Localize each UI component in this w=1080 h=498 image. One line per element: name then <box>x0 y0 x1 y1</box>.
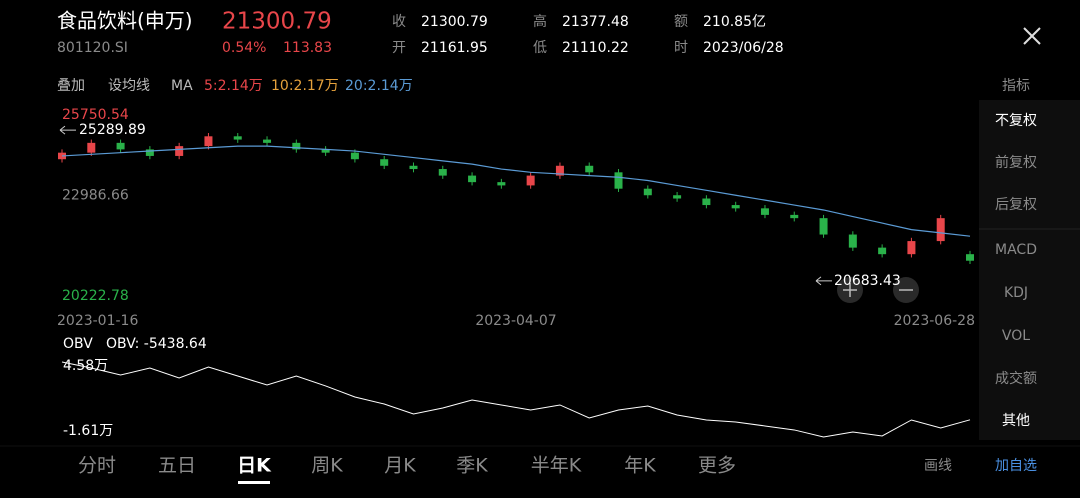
candle-body <box>321 149 330 153</box>
candle-body <box>585 165 594 173</box>
x-label: 2023-04-07 <box>475 313 556 329</box>
candle-body <box>468 175 477 183</box>
candle-body <box>555 165 564 176</box>
candle-body <box>848 234 857 248</box>
y-tick-label: 20222.78 <box>62 288 129 304</box>
tab[interactable]: 分时 <box>78 455 116 477</box>
side-item[interactable]: 不复权 <box>995 112 1037 129</box>
set-ma-button[interactable]: 设均线 <box>108 78 150 94</box>
arrow <box>815 276 832 286</box>
title: 食品饮料(申万) <box>57 9 193 33</box>
candle-body <box>175 146 184 156</box>
candle-body <box>936 218 945 242</box>
candle-body <box>350 152 359 160</box>
side-header: 指标 <box>1002 78 1030 94</box>
candle-body <box>760 208 769 215</box>
side-item[interactable]: 其他 <box>1002 413 1030 429</box>
ma-label: MA <box>171 78 193 94</box>
obv-tick-label: 4.58万 <box>63 358 108 374</box>
side-item[interactable]: VOL <box>1002 328 1030 344</box>
ma20-line <box>61 145 971 237</box>
x-label: 2023-01-16 <box>57 313 138 329</box>
obv-title: OBV <box>63 336 93 352</box>
tab[interactable]: 季K <box>456 455 488 477</box>
side-item[interactable]: 成交额 <box>995 370 1037 387</box>
max-label: 25289.89 <box>79 122 146 138</box>
stat-value: 210.85亿 <box>703 14 766 30</box>
stat-label: 额 <box>674 14 688 30</box>
candle-body <box>966 254 974 261</box>
zoom-in[interactable] <box>837 277 863 303</box>
candle-body <box>233 136 242 140</box>
candle-body <box>643 188 652 196</box>
y-tick-label: 22986.66 <box>62 188 129 204</box>
candle-body <box>819 218 828 235</box>
stat-value: 21161.95 <box>421 40 488 56</box>
candle-body <box>878 247 887 255</box>
stat-label: 低 <box>533 40 547 56</box>
stat-label: 高 <box>533 13 547 30</box>
obv-current: OBV: -5438.64 <box>106 336 207 352</box>
tab[interactable]: 月K <box>384 455 416 477</box>
candle-body <box>790 214 799 219</box>
side-panel <box>979 100 1080 440</box>
tab[interactable]: 周K <box>311 455 343 477</box>
candle-body <box>87 142 96 153</box>
candle-body <box>380 159 389 166</box>
side-item[interactable]: KDJ <box>1004 285 1028 301</box>
side-item[interactable]: 前复权 <box>995 154 1037 171</box>
zoom-out[interactable] <box>893 277 919 303</box>
ma-value: 20:2.14万 <box>345 78 413 94</box>
tab[interactable]: 日K <box>237 455 272 477</box>
code: 801120.SI <box>57 40 128 56</box>
arrow <box>59 125 76 135</box>
y-tick-label: 25750.54 <box>62 107 129 123</box>
change: 113.83 <box>283 40 332 56</box>
candle-body <box>204 136 213 147</box>
stat-value: 2023/06/28 <box>703 40 784 56</box>
tab-indicator <box>238 481 270 484</box>
obv-tick-label: -1.61万 <box>63 423 113 439</box>
candle-body <box>263 139 272 143</box>
min-label: 20683.43 <box>834 273 901 289</box>
candle-body <box>292 142 301 150</box>
overlay-button[interactable]: 叠加 <box>57 78 85 94</box>
watchlist-button[interactable]: 加自选 <box>995 458 1037 474</box>
stat-value: 21110.22 <box>562 40 629 56</box>
candle-body <box>907 241 916 255</box>
ma-value: 10:2.17万 <box>271 78 339 94</box>
stat-value: 21300.79 <box>421 14 488 30</box>
tab[interactable]: 更多 <box>698 455 736 477</box>
candle-body <box>409 165 418 170</box>
candle-body <box>702 198 711 206</box>
close-button[interactable] <box>1023 27 1041 45</box>
side-item[interactable]: MACD <box>995 242 1037 258</box>
change-pct: 0.54% <box>222 40 266 56</box>
candle-body <box>673 195 682 199</box>
stat-label: 时 <box>674 40 688 56</box>
candle-body <box>438 169 447 176</box>
candle-body <box>116 142 125 150</box>
side-item[interactable]: 后复权 <box>995 196 1037 213</box>
candle-body <box>731 205 740 209</box>
draw-button[interactable]: 画线 <box>924 458 952 474</box>
candle-body <box>497 182 506 186</box>
obv-line <box>61 361 971 438</box>
candle-body <box>145 149 154 156</box>
stat-value: 21377.48 <box>562 14 629 30</box>
price: 21300.79 <box>222 9 332 35</box>
tab[interactable]: 年K <box>624 455 656 477</box>
x-label: 2023-06-28 <box>894 313 975 329</box>
candle-body <box>614 172 623 189</box>
tab[interactable]: 半年K <box>531 455 582 477</box>
stat-label: 收 <box>392 14 406 30</box>
stat-label: 开 <box>392 40 406 56</box>
candle-body <box>526 175 535 186</box>
ma-value: 5:2.14万 <box>204 78 263 94</box>
tab[interactable]: 五日 <box>158 455 196 477</box>
